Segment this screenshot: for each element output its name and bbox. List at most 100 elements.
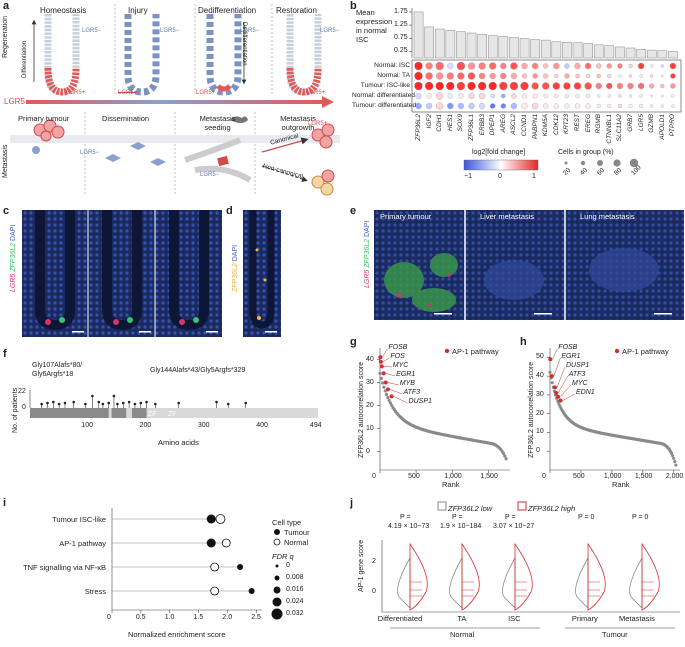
b-bar	[625, 47, 636, 59]
b-size-dot	[597, 160, 603, 166]
b-gene-label: LGR5	[637, 114, 645, 131]
j-violin-low	[629, 556, 643, 609]
e-title-lung: Lung metastasis	[580, 212, 635, 221]
f-mutation-dot	[52, 400, 55, 404]
b-dot	[607, 94, 611, 98]
b-dot	[607, 73, 612, 79]
lgr5-plus-met: LGR5+	[308, 121, 328, 127]
f-xtick: 100	[81, 422, 93, 429]
f-zf-1: ZF	[148, 411, 157, 418]
b-bar	[477, 34, 487, 59]
f-zf-2: ZF	[168, 411, 177, 418]
j-svg	[381, 501, 680, 629]
gene-leader	[382, 357, 390, 363]
i-tumour-dot	[237, 564, 244, 570]
b-dot	[414, 71, 423, 81]
b-dot	[637, 82, 645, 90]
rank-ytick-label: 40	[536, 372, 544, 380]
b-dot	[650, 64, 654, 68]
f-mutation-dot	[63, 401, 67, 405]
f-ytick-0: 0	[22, 404, 26, 411]
b-group-label: Normal: differentiated	[352, 92, 415, 99]
f-protein-domain-1	[30, 408, 109, 418]
rank-point	[504, 457, 508, 461]
b-dot	[447, 62, 454, 70]
f-zf-domain-2	[132, 408, 147, 418]
b-dot	[425, 72, 433, 80]
f-svg	[29, 390, 318, 418]
b-dot	[574, 103, 581, 109]
i-svg	[111, 508, 283, 620]
b-dot	[446, 72, 454, 80]
b-dot	[552, 82, 560, 90]
ap1-point	[383, 380, 388, 385]
rank-gene-label: FOSB	[558, 344, 578, 351]
rank-xtick-label: 500	[572, 473, 585, 480]
f-zf-domain-1	[111, 408, 127, 418]
e-label-lgr5: LGR5	[364, 269, 371, 288]
b-dot	[628, 94, 633, 98]
b-dot	[585, 73, 591, 79]
b-dot	[521, 73, 528, 79]
rank-ytick-label: 10	[366, 424, 374, 432]
b-gene-label: CTNNBL1	[605, 114, 613, 144]
b-dot	[435, 61, 444, 71]
panel-h-chart: ZFP36L2 autocorrelation score Rank AP-1 …	[520, 338, 685, 489]
b-dot	[607, 103, 612, 109]
b-dot	[511, 93, 517, 99]
b-dot	[425, 62, 433, 70]
d-svg	[243, 210, 281, 337]
b-dot	[650, 104, 654, 108]
panel-c-image	[22, 210, 222, 337]
i-fdr-tick: 0.032	[286, 610, 304, 617]
rank-gene-label: EGR1	[561, 353, 581, 360]
b-dot	[596, 63, 602, 69]
panel-f-chart: Gly107Alafs*80/ Gly6Argfs*18 Gly144Alafs…	[0, 350, 340, 480]
b-group-label: Normal: ISC	[374, 62, 410, 69]
ap1-point	[378, 359, 383, 364]
b-dot	[510, 62, 518, 70]
b-bar	[646, 49, 657, 59]
ap1-point	[554, 391, 559, 396]
b-dot	[531, 102, 539, 110]
b-gene-label: AREG	[499, 114, 507, 133]
j-violin-low	[575, 556, 589, 609]
rank-gene-label: EGR1	[396, 371, 416, 378]
b-dot	[458, 93, 464, 99]
i-pathway-label: Tumour ISC-like	[52, 515, 106, 524]
f-xlabel: Amino acids	[158, 438, 199, 447]
b-dot	[564, 103, 570, 109]
e-label-dapi: DAPI	[364, 220, 371, 237]
b-gene-label: CDH1	[436, 114, 444, 132]
e-label-zfp: ZFP36L2	[364, 238, 371, 268]
crypt-injury	[124, 14, 160, 96]
b-dot	[447, 102, 454, 110]
j-violin-high	[461, 542, 480, 611]
f-xtick: 300	[197, 422, 210, 429]
panel-label-j: j	[350, 497, 354, 509]
f-xtick-max: 494	[310, 422, 322, 429]
b-dot	[543, 73, 549, 79]
b-gene-label: HES1	[446, 114, 454, 131]
b-dot	[500, 62, 507, 70]
ap1-point	[381, 371, 386, 376]
i-pathway-label: AP-1 pathway	[59, 539, 106, 548]
rank-xtick-label: 1,000	[603, 473, 622, 480]
j-violin-high	[587, 542, 606, 611]
b-gene-label: KRT23	[563, 114, 571, 135]
b-dot	[563, 82, 571, 90]
gene-leader	[552, 348, 558, 360]
rank-xtick-label: 0	[372, 473, 376, 480]
f-mutation-dot	[226, 402, 230, 406]
f-mutation-dot	[112, 394, 116, 398]
rank-point	[378, 371, 382, 375]
lgr5-plus-2: LGR5+	[118, 90, 138, 96]
rank-xtick-label: 1,000	[444, 473, 462, 480]
f-xtick: 400	[256, 422, 268, 429]
b-dot	[478, 92, 486, 100]
b-colorbar-label: log2[fold change]	[472, 149, 526, 156]
lgr5-arrow-label: LGR5	[4, 97, 25, 106]
b-bar	[519, 38, 530, 59]
b-dot	[670, 83, 676, 89]
g-ylabel: ZFP36L2 autocorrelation score	[358, 361, 365, 458]
